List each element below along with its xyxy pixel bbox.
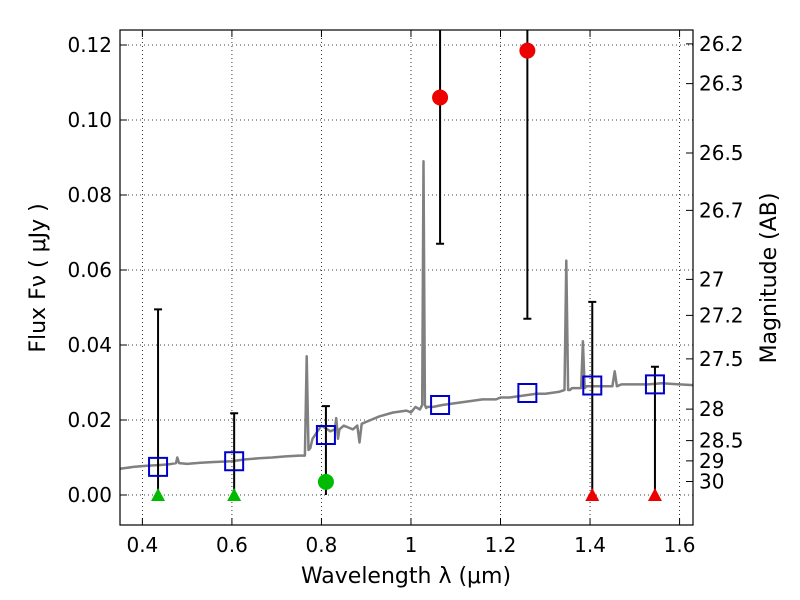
model-spectrum: [119, 160, 694, 471]
observed-point: [432, 89, 449, 106]
observed-point: [519, 42, 536, 59]
right-axis-label: Magnitude (AB): [757, 193, 782, 364]
y-tick-label: 0.04: [67, 333, 112, 357]
mag-tick-label: 30: [699, 470, 724, 494]
x-tick-label: 1: [405, 533, 418, 557]
axes: [119, 29, 694, 526]
mag-tick-label: 27.2: [699, 303, 744, 327]
upper-limit-marker: [227, 488, 242, 501]
error-bars: [154, 30, 659, 495]
y-tick-label: 0.00: [67, 483, 112, 507]
mag-tick-label: 29: [699, 449, 724, 473]
observed-points: [151, 42, 662, 501]
x-tick-label: 0.4: [126, 533, 158, 557]
tick-labels: 0.4 0.6 0.8 1 1.2 1.4 1.6 0.00 0.02 0.04 0.06 0.08 0…: [67, 32, 743, 557]
mag-tick-label: 26.3: [699, 72, 744, 96]
plot-frame: [119, 29, 694, 526]
y-axis-label: Flux Fν ( μJy ): [26, 203, 51, 352]
mag-tick-label: 26.7: [699, 198, 744, 222]
model-photometry-square: [582, 375, 603, 396]
mag-tick-label: 28: [699, 397, 724, 421]
model-photometry-square: [148, 456, 169, 477]
model-photometry-square: [315, 425, 336, 445]
x-tick-label: 0.6: [216, 533, 248, 557]
y-tick-label: 0.10: [67, 108, 112, 132]
model-photometry-square: [517, 383, 538, 403]
grid: [120, 30, 693, 525]
mag-tick-label: 27.5: [699, 347, 744, 371]
y-tick-label: 0.12: [67, 33, 112, 57]
observed-point: [317, 473, 334, 490]
x-tick-label: 1.2: [485, 533, 517, 557]
mag-tick-label: 28.5: [699, 429, 744, 453]
upper-limit-marker: [585, 488, 600, 501]
spectrum-line: [119, 160, 694, 471]
mag-tick-label: 27: [699, 267, 724, 291]
x-tick-label: 1.6: [664, 533, 696, 557]
model-photometry-square: [644, 374, 665, 395]
upper-limit-marker: [151, 488, 166, 501]
x-axis-label: Wavelength λ (μm): [301, 564, 511, 589]
model-photometry-square: [430, 395, 451, 415]
x-tick-label: 1.4: [574, 533, 606, 557]
y-tick-label: 0.08: [67, 183, 112, 207]
upper-limit-marker: [647, 488, 662, 501]
mag-tick-label: 26.2: [699, 32, 744, 56]
model-photometry-points: [148, 374, 665, 477]
y-tick-label: 0.06: [67, 258, 112, 282]
y-tick-label: 0.02: [67, 408, 112, 432]
model-photometry-square: [224, 451, 245, 472]
x-tick-label: 0.8: [306, 533, 338, 557]
mag-tick-label: 26.5: [699, 141, 744, 165]
